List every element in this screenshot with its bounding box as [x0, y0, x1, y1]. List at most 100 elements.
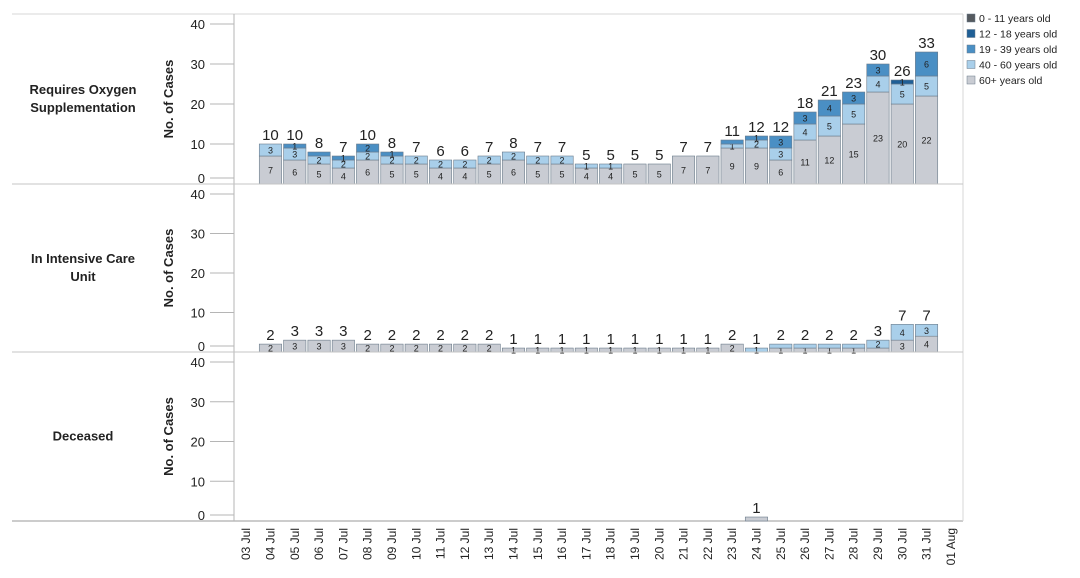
bar-segment	[915, 51, 939, 77]
segment-label: 3	[851, 94, 856, 104]
segment-label: 1	[657, 346, 662, 356]
bar-total-label: 3	[291, 323, 299, 340]
bar-segment	[866, 63, 890, 77]
segment-label: 4	[803, 128, 808, 138]
bar-segment	[890, 79, 914, 85]
segment-label: 1	[584, 162, 589, 172]
bar-segment	[258, 143, 282, 157]
segment-label: 7	[268, 166, 273, 176]
bar-total-label: 7	[412, 139, 420, 156]
bar-total-label: 1	[606, 331, 614, 348]
bar-total-label: 23	[845, 75, 862, 92]
segment-label: 5	[900, 90, 905, 100]
bar-segment	[720, 139, 744, 145]
bar-segment	[356, 143, 380, 153]
y-tick-label: 20	[191, 97, 205, 112]
x-tick-label: 15 Jul	[531, 528, 545, 560]
bar-segment	[526, 155, 550, 165]
bar-total-label: 5	[655, 147, 663, 164]
segment-label: 1	[341, 154, 346, 164]
segment-label: 4	[924, 340, 929, 350]
y-axis-title: No. of Cases	[161, 397, 176, 476]
segment-label: 2	[438, 344, 443, 354]
x-tick-label: 04 Jul	[263, 528, 277, 560]
bar-total-label: 10	[286, 127, 303, 144]
segment-label: 3	[900, 342, 905, 352]
segment-label: 15	[849, 150, 859, 160]
segment-label: 1	[803, 346, 808, 356]
bar-total-label: 1	[679, 331, 687, 348]
segment-label: 1	[754, 346, 759, 356]
segment-label: 2	[462, 344, 467, 354]
legend-label: 60+ years old	[979, 75, 1042, 87]
segment-label: 3	[803, 114, 808, 124]
segment-label: 2	[414, 344, 419, 354]
bar-total-label: 1	[534, 331, 542, 348]
x-tick-label: 14 Jul	[506, 528, 520, 560]
x-tick-label: 10 Jul	[409, 528, 423, 560]
segment-label: 5	[560, 170, 565, 180]
segment-label: 5	[657, 170, 662, 180]
bar-segment	[453, 159, 477, 169]
segment-label: 5	[389, 170, 394, 180]
y-axis-title: No. of Cases	[161, 60, 176, 139]
segment-label: 5	[487, 170, 492, 180]
segment-label: 1	[632, 346, 637, 356]
y-tick-label: 40	[191, 187, 205, 202]
segment-label: 7	[681, 166, 686, 176]
legend-swatch	[966, 13, 976, 23]
y-tick-label: 0	[198, 508, 205, 523]
segment-label: 3	[317, 342, 322, 352]
segment-label: 4	[875, 80, 880, 90]
bar-segment	[477, 155, 501, 165]
x-tick-label: 11 Jul	[434, 528, 448, 559]
x-tick-label: 08 Jul	[361, 528, 375, 560]
bar-segment	[501, 151, 525, 161]
bar-total-label: 6	[436, 143, 444, 160]
bar-total-label: 2	[436, 327, 444, 344]
bar-total-label: 5	[606, 147, 614, 164]
bar-segment	[769, 135, 793, 149]
x-tick-label: 06 Jul	[312, 528, 326, 560]
bar-total-label: 6	[461, 143, 469, 160]
bar-total-label: 7	[558, 139, 566, 156]
y-tick-label: 10	[191, 306, 205, 321]
bar-total-label: 21	[821, 83, 838, 100]
bar-total-label: 1	[704, 331, 712, 348]
legend-label: 19 - 39 years old	[979, 44, 1057, 56]
bar-segment	[866, 339, 890, 349]
bar-segment	[380, 151, 404, 157]
y-tick-label: 40	[191, 17, 205, 32]
segment-label: 4	[584, 172, 589, 182]
segment-label: 5	[827, 122, 832, 132]
x-tick-label: 16 Jul	[555, 528, 569, 560]
x-tick-label: 05 Jul	[288, 528, 302, 560]
bar-total-label: 7	[704, 139, 712, 156]
segment-label: 1	[681, 346, 686, 356]
legend-label: 40 - 60 years old	[979, 60, 1057, 72]
bar-total-label: 2	[485, 327, 493, 344]
segment-label: 3	[778, 150, 783, 160]
segment-label: 1	[584, 346, 589, 356]
bar-total-label: 1	[509, 331, 517, 348]
bar-segment	[331, 155, 355, 161]
segment-label: 2	[389, 344, 394, 354]
bar-total-label: 2	[461, 327, 469, 344]
row-label: Requires Oxygen	[30, 82, 137, 97]
bar-segment	[817, 343, 841, 349]
legend-swatch	[966, 60, 976, 69]
bar-total-label: 2	[412, 327, 420, 344]
segment-label: 1	[608, 346, 613, 356]
x-tick-label: 07 Jul	[336, 528, 350, 560]
bar-total-label: 11	[724, 123, 740, 140]
segment-label: 4	[827, 104, 832, 114]
y-tick-label: 20	[191, 435, 205, 450]
segment-label: 2	[535, 156, 540, 166]
segment-label: 2	[389, 156, 394, 166]
segment-label: 6	[511, 168, 516, 178]
segment-label: 2	[511, 152, 516, 162]
bar-segment	[915, 324, 939, 337]
bar-total-label: 1	[558, 331, 566, 348]
bar-segment	[744, 516, 768, 522]
legend-swatch	[966, 44, 976, 54]
